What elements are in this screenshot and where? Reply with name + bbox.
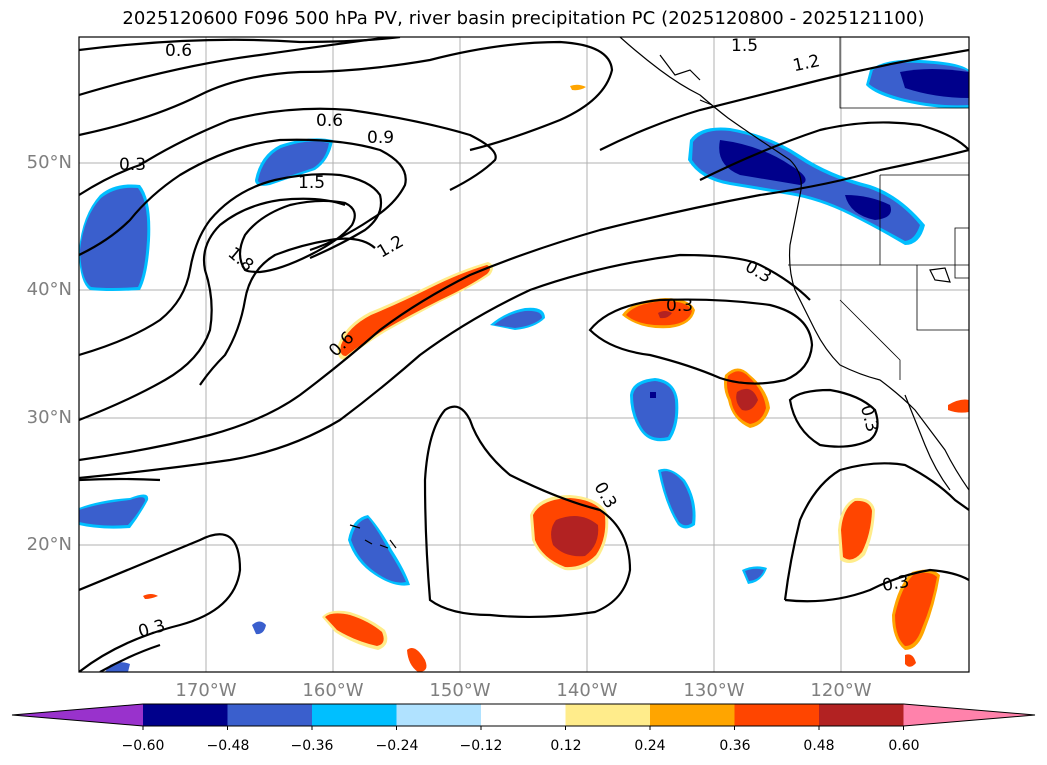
colorbar-extend-high [903, 704, 1035, 726]
contour-label: 0.3 [856, 403, 882, 434]
colorbar-tick: 0.60 [888, 738, 920, 754]
colorbar-segment [481, 704, 566, 726]
colorbar-tick: 0.24 [634, 738, 666, 754]
map-frame [78, 36, 970, 673]
colorbar-tick: −0.60 [121, 738, 165, 754]
lon-label-160w: 160°W [302, 680, 364, 701]
contour-label: 0.3 [119, 155, 146, 175]
contour-label: 1.5 [731, 36, 758, 56]
lat-label-30n: 30°N [26, 407, 72, 428]
colorbar-segment [312, 704, 397, 726]
lon-label-170w: 170°W [175, 680, 237, 701]
positive-anomaly-areas [143, 84, 969, 672]
contour-label: 0.6 [316, 111, 343, 131]
contour-label: 0.3 [136, 616, 167, 642]
lat-label-50n: 50°N [26, 152, 72, 173]
contour-label: 0.6 [165, 41, 192, 61]
contour-label: 0.3 [666, 296, 693, 316]
contour-label: 1.2 [374, 232, 407, 263]
map-title: 2025120600 F096 500 hPa PV, river basin … [122, 8, 925, 29]
colorbar-tick: −0.36 [290, 738, 334, 754]
pv-contours [79, 37, 969, 672]
colorbar-extend-low [12, 704, 143, 726]
coastlines [349, 37, 969, 549]
contour-label: 1.5 [298, 173, 325, 193]
orange-area-small-1 [570, 84, 586, 91]
colorbar-tick: −0.48 [206, 738, 250, 754]
colorbar [11, 703, 1036, 730]
colorbar-tick: 0.48 [803, 738, 835, 754]
contour-label: 1.2 [791, 51, 822, 76]
colorbar-tick: −0.12 [459, 738, 503, 754]
colorbar-segment [734, 704, 820, 726]
colorbar-segment [819, 704, 904, 726]
gridlines [79, 37, 969, 672]
colorbar-tick: −0.24 [375, 738, 419, 754]
negative-anomaly-areas [79, 59, 969, 672]
colorbar-segment [565, 704, 651, 726]
lat-label-40n: 40°N [26, 279, 72, 300]
lat-label-20n: 20°N [26, 534, 72, 555]
colorbar-tick: 0.36 [719, 738, 751, 754]
colorbar-segment [650, 704, 735, 726]
contour-label: 0.9 [367, 128, 394, 148]
colorbar-segment [396, 704, 482, 726]
orange-area-small-2 [143, 594, 158, 599]
contour-label: 0.3 [881, 572, 911, 596]
colorbar-segment [227, 704, 313, 726]
lon-label-140w: 140°W [556, 680, 618, 701]
orange-area-small-3 [948, 399, 969, 413]
lon-label-120w: 120°W [810, 680, 872, 701]
colorbar-segment [143, 704, 228, 726]
colorbar-tick: 0.12 [550, 738, 582, 754]
lon-label-130w: 130°W [683, 680, 745, 701]
lon-label-150w: 150°W [429, 680, 491, 701]
political-borders [788, 37, 969, 380]
blue-area-small-2 [252, 621, 266, 635]
